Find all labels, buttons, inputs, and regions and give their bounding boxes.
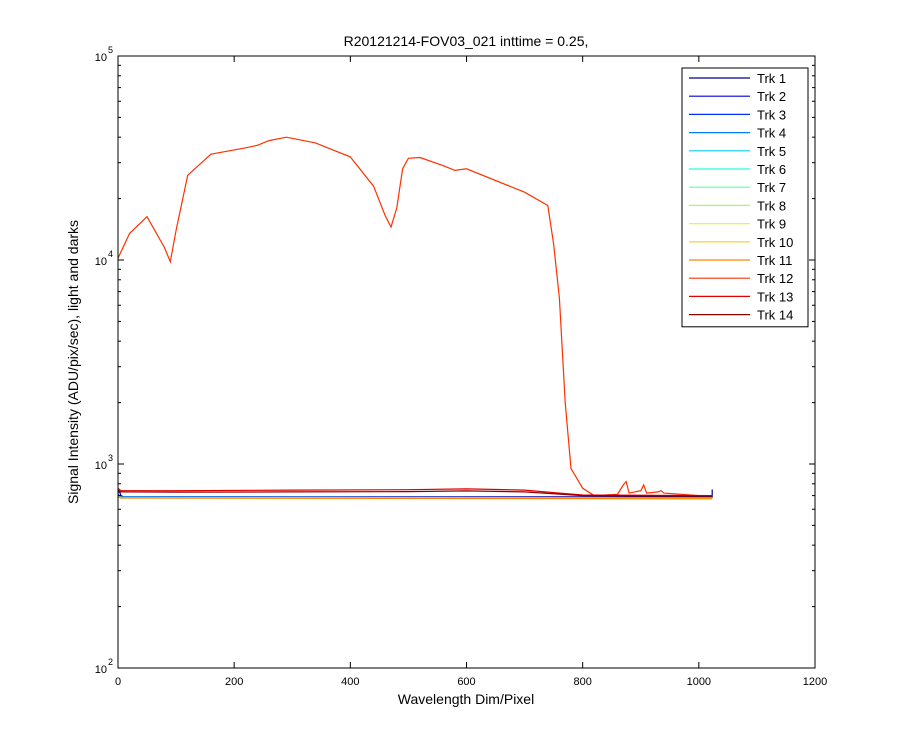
legend-box	[681, 67, 809, 328]
x-tick-label-3: 600	[457, 676, 475, 688]
x-tick-label-2: 400	[341, 676, 359, 688]
x-tick-labels: 0 200 400 600 800 1000 1200	[115, 676, 827, 688]
legend-label-3: Trk 3	[757, 107, 786, 122]
legend-label-2: Trk 2	[757, 89, 786, 104]
x-tick-label-4: 800	[573, 676, 591, 688]
legend-label-10: Trk 10	[757, 235, 793, 250]
y-tick-label-2: 10	[95, 256, 107, 268]
y-axis-label: Signal Intensity (ADU/pix/sec), light an…	[65, 220, 81, 504]
legend-label-4: Trk 4	[757, 126, 786, 141]
y-tick-exponent-3: 5	[108, 45, 113, 55]
legend-label-14: Trk 14	[757, 308, 793, 323]
y-tick-exponent-2: 4	[108, 249, 113, 259]
x-tick-label-1: 200	[225, 676, 243, 688]
legend-label-11: Trk 11	[757, 253, 792, 268]
series-line-13	[117, 487, 713, 497]
y-tick-label-0: 10	[95, 664, 107, 676]
legend-label-1: Trk 1	[757, 71, 786, 86]
series-line-12	[117, 136, 713, 497]
chart-title: R20121214-FOV03_021 inttime = 0.25,	[344, 33, 589, 49]
x-tick-label-6: 1200	[803, 676, 827, 688]
legend-label-5: Trk 5	[757, 144, 786, 159]
y-tick-exponent-1: 3	[108, 453, 113, 463]
legend-label-12: Trk 12	[757, 271, 793, 286]
legend-label-7: Trk 7	[757, 180, 786, 195]
y-tick-label-3: 10	[95, 52, 107, 64]
legend-label-13: Trk 13	[757, 289, 793, 304]
legend-label-8: Trk 8	[757, 198, 786, 213]
legend-label-6: Trk 6	[757, 162, 786, 177]
x-tick-label-5: 1000	[687, 676, 711, 688]
series-layer	[117, 136, 713, 500]
series-line-11	[117, 495, 713, 500]
x-tick-label-0: 0	[115, 676, 121, 688]
ticks-layer	[117, 55, 816, 669]
y-tick-label-1: 10	[95, 460, 107, 472]
legend: Trk 1 Trk 2 Trk 3 Trk 4 Trk 5 Trk 6 Trk 7 Trk 8…	[681, 67, 809, 328]
legend-label-9: Trk 9	[757, 217, 786, 232]
x-axis-label: Wavelength Dim/Pixel	[398, 691, 534, 707]
y-tick-exponent-0: 2	[108, 657, 113, 667]
series-line-14	[117, 490, 713, 497]
